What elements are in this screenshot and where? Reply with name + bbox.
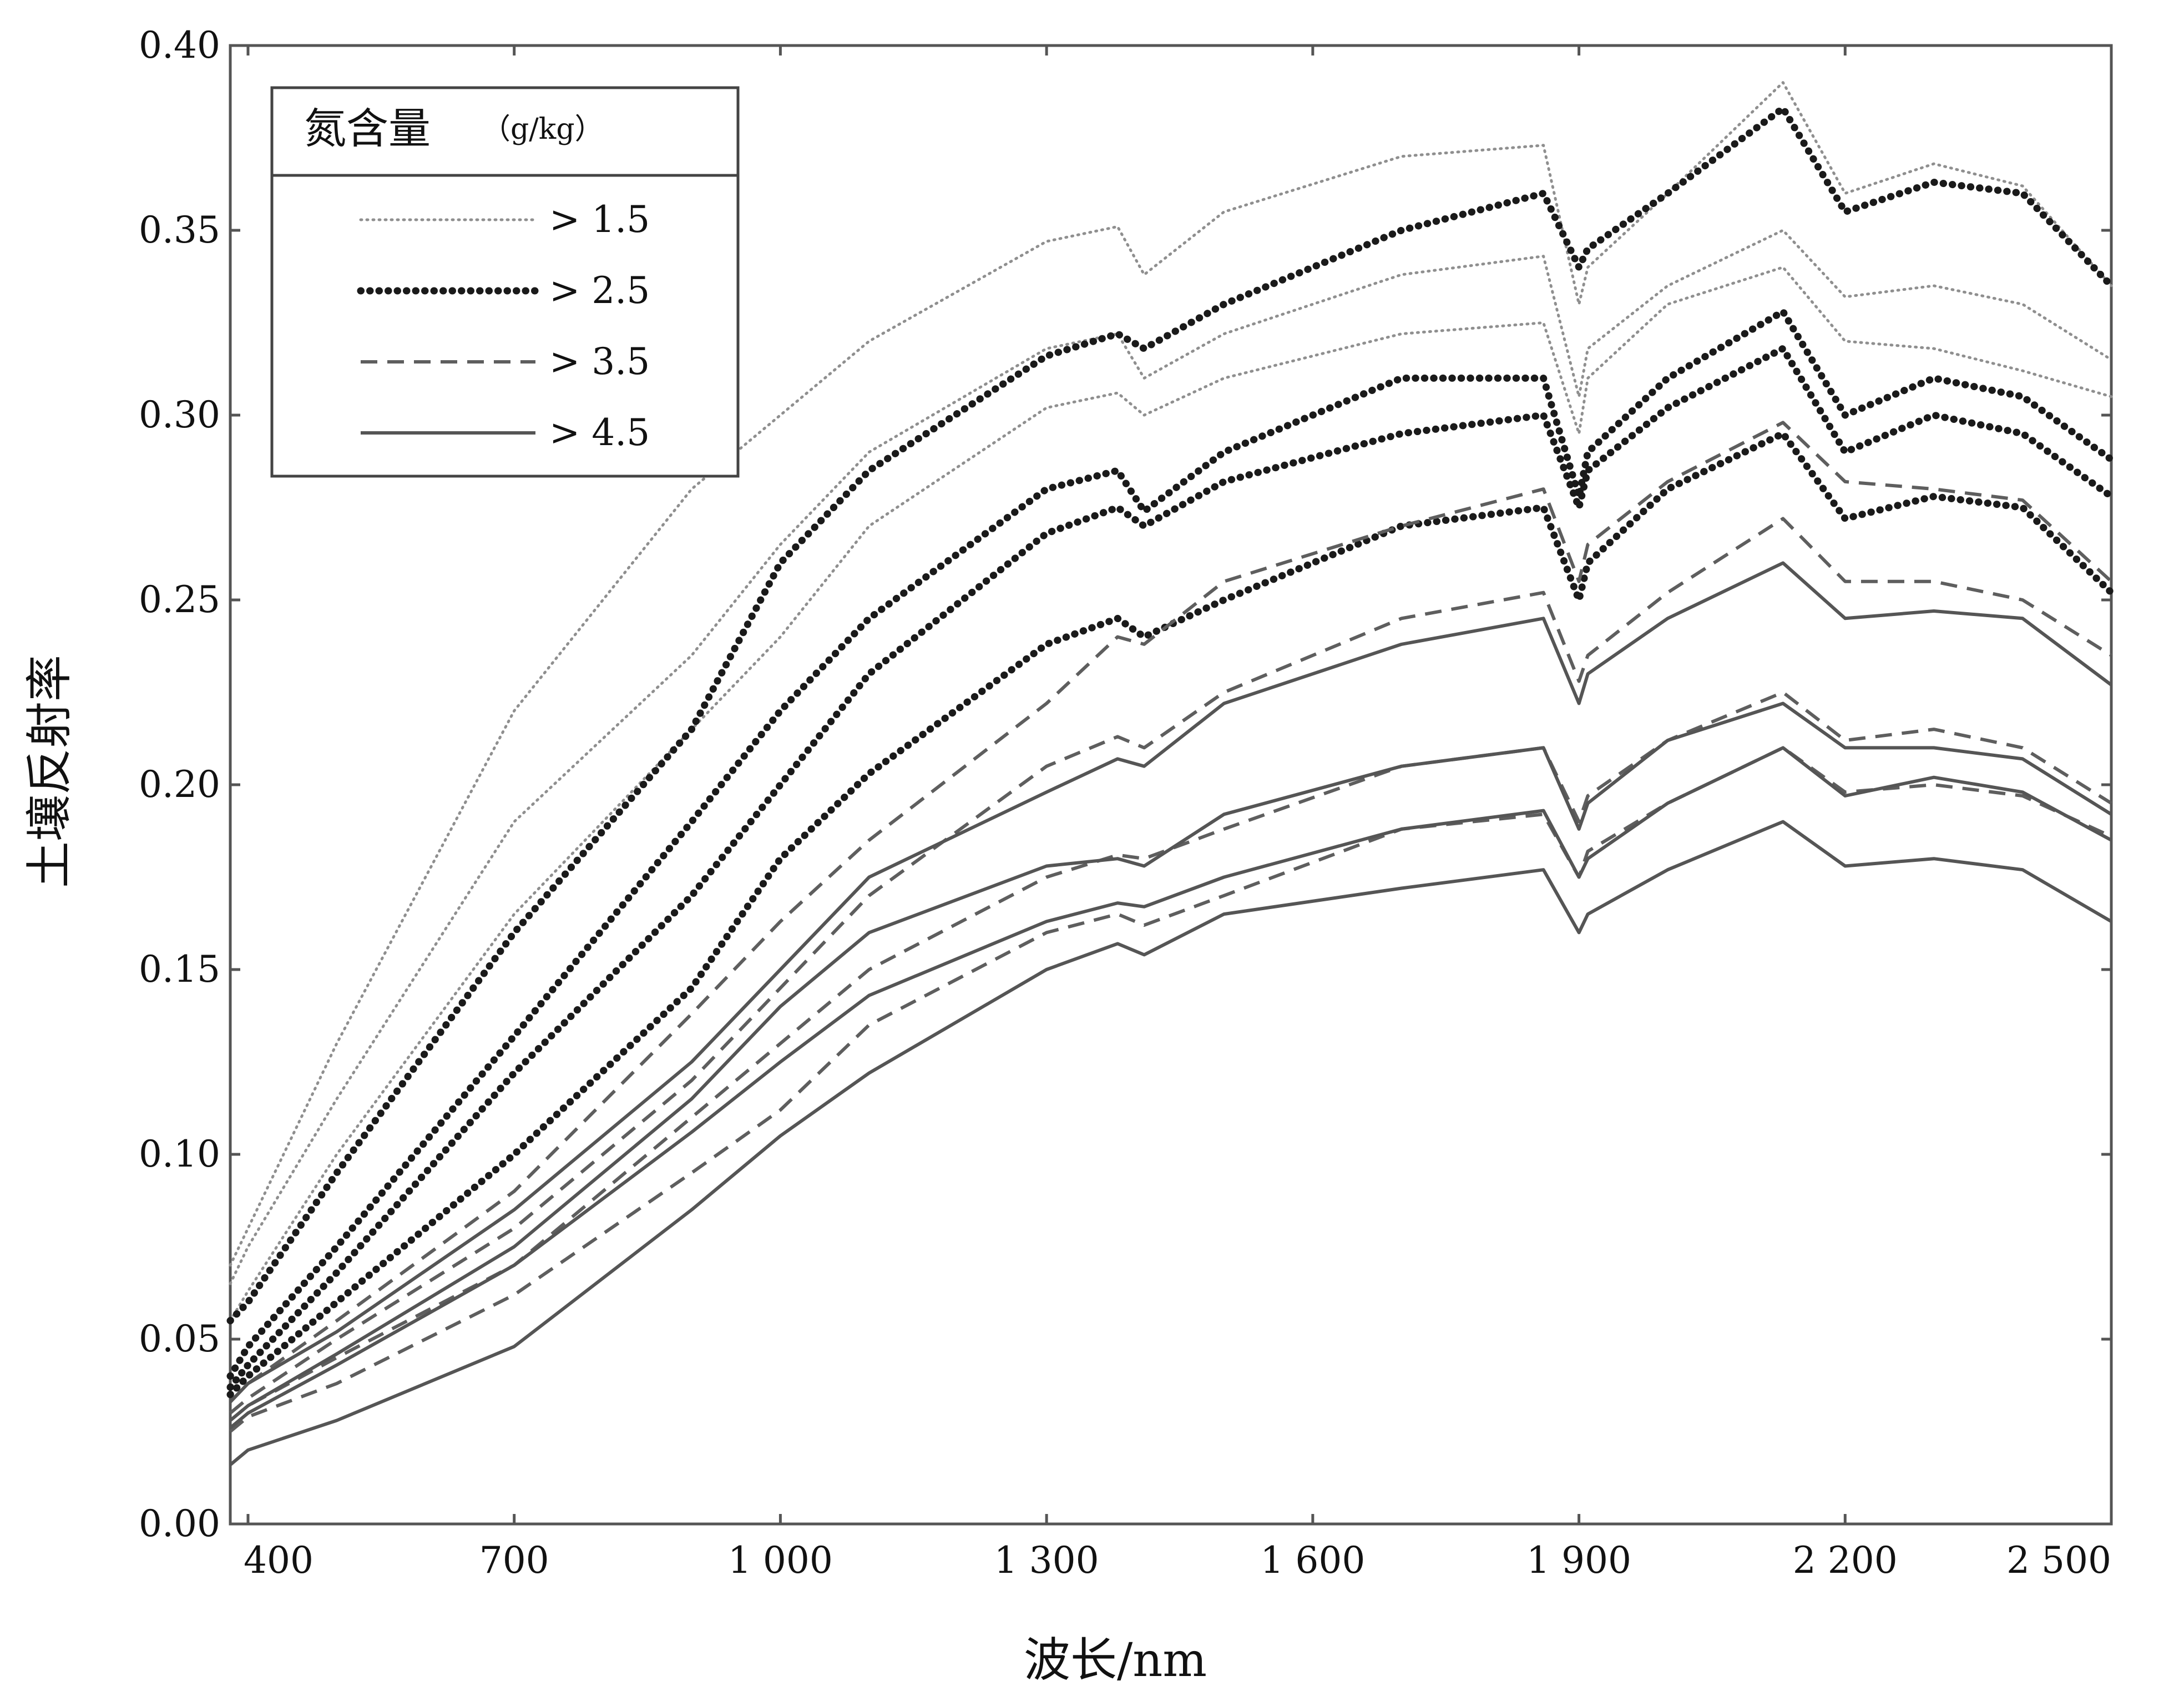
x-tick-label: 1 900	[1526, 1539, 1631, 1582]
series-lines	[226, 81, 2115, 1466]
y-tick-label: 0.05	[139, 1318, 220, 1360]
y-tick-label: 0.35	[139, 209, 220, 251]
series-line-13	[229, 701, 2112, 1422]
y-tick-label: 0.15	[139, 948, 220, 991]
series-line-14	[229, 746, 2112, 1430]
x-tick-label: 2 500	[2006, 1539, 2111, 1582]
series-line-1	[229, 81, 2113, 1267]
x-tick-label: 1 300	[994, 1539, 1099, 1582]
series-line-5	[226, 308, 2115, 1380]
legend-label: > 4.5	[549, 411, 650, 454]
series-line-10	[229, 690, 2112, 1422]
y-tick-label: 0.40	[139, 24, 220, 67]
x-tick-label: 700	[479, 1539, 549, 1582]
series-line-15	[229, 820, 2112, 1466]
y-tick-label: 0.30	[139, 393, 220, 436]
series-line-9	[229, 517, 2112, 1415]
legend: 氮含量 （g/kg） > 1.5 > 2.5 > 3.5 > 4.5	[270, 86, 740, 478]
y-tick-label: 0.10	[139, 1133, 220, 1175]
x-tick-label: 400	[244, 1539, 314, 1582]
legend-unit: （g/kg）	[482, 113, 604, 146]
series-line-7	[226, 430, 2115, 1399]
x-tick-label: 2 200	[1793, 1539, 1898, 1582]
axis-ticks: 0.00 0.05 0.10 0.15 0.20 0.25 0.30 0.35 0.40 400 7…	[139, 24, 2113, 1582]
legend-title: 氮含量	[304, 104, 431, 153]
y-tick-label: 0.20	[139, 763, 220, 806]
series-line-6	[226, 345, 2115, 1391]
series-line-2	[229, 229, 2113, 1285]
y-tick-label: 0.00	[139, 1502, 220, 1545]
y-tick-label: 0.25	[139, 578, 220, 621]
series-line-12	[229, 561, 2112, 1404]
legend-entries: > 1.5 > 2.5 > 3.5 > 4.5	[357, 198, 650, 454]
series-line-11	[229, 746, 2112, 1433]
legend-label: > 1.5	[549, 198, 650, 241]
series-line-8	[229, 421, 2113, 1404]
x-tick-label: 1 000	[728, 1539, 833, 1582]
y-axis-title: 土壤反射率	[22, 655, 77, 888]
x-tick-label: 1 600	[1260, 1539, 1365, 1582]
x-axis-title: 波长/nm	[1024, 1633, 1207, 1687]
legend-label: > 3.5	[549, 340, 650, 383]
legend-box	[270, 86, 740, 478]
series-line-4	[226, 104, 2115, 1325]
legend-label: > 2.5	[549, 269, 650, 312]
series-line-3	[229, 266, 2113, 1323]
